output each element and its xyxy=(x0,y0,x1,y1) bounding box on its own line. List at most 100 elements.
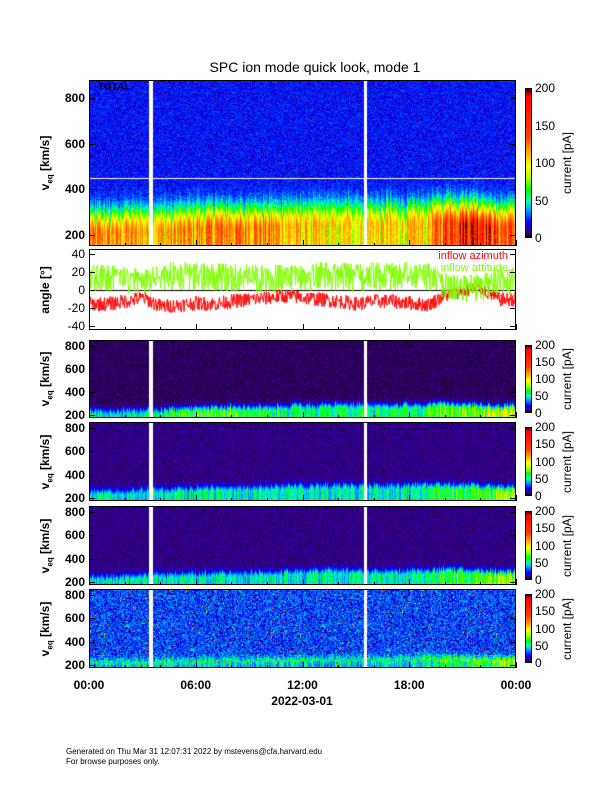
y-tick-label: 800 xyxy=(64,338,85,353)
panel-channel-2 xyxy=(89,422,516,501)
y-tick-label: 600 xyxy=(64,611,85,626)
x-tick-mark xyxy=(160,327,162,330)
y-tick-label: 600 xyxy=(64,136,85,151)
x-tick-mark xyxy=(480,327,482,330)
y-tick-mark xyxy=(510,98,516,100)
y-tick-mark xyxy=(510,665,516,667)
x-tick-mark xyxy=(373,582,375,585)
x-tick-mark xyxy=(338,582,340,585)
panel-channel-4 xyxy=(89,589,516,668)
x-tick-mark xyxy=(338,498,340,501)
panel-annotation: TOTAL xyxy=(98,82,131,93)
y-tick-mark xyxy=(510,307,516,309)
colorbar-tick-label: 100 xyxy=(535,156,556,170)
x-tick-mark xyxy=(231,415,233,418)
y-tick-label: 600 xyxy=(64,444,85,459)
x-tick-mark xyxy=(231,665,233,668)
colorbar xyxy=(525,511,532,580)
x-tick-mark xyxy=(89,579,90,585)
y-axis-label: veq [km/s] xyxy=(38,351,55,407)
spectrogram-image xyxy=(90,507,515,584)
x-tick-mark xyxy=(195,412,197,418)
x-tick-mark xyxy=(124,665,126,668)
angle-plot-canvas xyxy=(90,250,515,329)
y-tick-mark xyxy=(510,535,516,537)
y-tick-mark xyxy=(510,189,516,191)
y-tick-mark xyxy=(89,325,95,327)
y-tick-label: 200 xyxy=(64,227,85,242)
y-tick-mark xyxy=(89,498,95,500)
colorbar-tick-label: 0 xyxy=(535,231,542,245)
x-tick-mark xyxy=(409,412,411,418)
x-tick-mark xyxy=(480,665,482,668)
y-tick-mark xyxy=(89,392,95,393)
y-tick-mark xyxy=(510,234,516,236)
y-tick-mark xyxy=(89,289,95,291)
y-tick-mark xyxy=(510,253,516,255)
colorbar-tick-label: 150 xyxy=(535,521,556,536)
colorbar xyxy=(525,427,532,496)
x-tick-mark xyxy=(444,415,446,418)
colorbar-label: current [pA] xyxy=(560,597,574,660)
y-tick-label: 400 xyxy=(64,467,85,482)
y-tick-label: 200 xyxy=(64,491,85,506)
y-tick-mark xyxy=(89,451,95,453)
x-tick-label: 00:00 xyxy=(500,678,532,692)
x-tick-mark xyxy=(89,324,90,330)
x-tick-mark xyxy=(373,498,375,501)
legend-inflow-azimuth: inflow azimuth xyxy=(438,250,508,262)
y-axis-label: veq [km/s] xyxy=(38,601,55,656)
colorbar-tick-label: 50 xyxy=(535,638,549,653)
x-tick-mark xyxy=(409,240,411,246)
x-tick-mark xyxy=(373,327,375,330)
colorbar xyxy=(525,345,532,413)
y-tick-mark xyxy=(510,271,516,273)
y-tick-label: 400 xyxy=(64,634,85,649)
x-tick-mark xyxy=(373,665,375,668)
colorbar-tick-label: 150 xyxy=(535,604,556,619)
y-tick-label: 20 xyxy=(71,264,85,279)
x-tick-mark xyxy=(444,327,446,330)
x-tick-mark xyxy=(516,495,517,501)
x-tick-mark xyxy=(231,243,233,246)
x-tick-mark xyxy=(89,662,90,668)
y-tick-label: 600 xyxy=(64,528,85,543)
y-tick-label: 800 xyxy=(64,504,85,519)
spectrogram-image xyxy=(90,590,515,667)
x-tick-mark xyxy=(338,665,340,668)
x-tick-label: 00:00 xyxy=(73,678,105,692)
colorbar-label: current [pA] xyxy=(560,430,574,493)
y-tick-mark xyxy=(89,618,95,620)
chart-title: SPC ion mode quick look, mode 1 xyxy=(209,59,421,75)
x-tick-mark xyxy=(124,498,126,501)
colorbar-tick-label: 200 xyxy=(535,587,556,601)
y-tick-mark xyxy=(510,498,516,500)
spectrogram-image xyxy=(90,81,515,245)
x-tick-mark xyxy=(195,324,197,330)
colorbar-tick-label: 200 xyxy=(535,504,556,518)
y-tick-mark xyxy=(89,427,95,429)
y-tick-label: 800 xyxy=(64,91,85,106)
x-tick-mark xyxy=(160,243,162,246)
colorbar-tick-label: 50 xyxy=(535,193,549,208)
y-axis-label: veq [km/s] xyxy=(38,135,55,191)
y-tick-mark xyxy=(510,451,516,453)
colorbar-tick-label: 150 xyxy=(535,355,556,369)
y-tick-label: 600 xyxy=(64,361,85,376)
colorbar-tick-label: 0 xyxy=(535,489,542,503)
x-tick-mark xyxy=(338,243,340,246)
colorbar-tick-label: 100 xyxy=(535,454,556,469)
x-tick-mark xyxy=(516,324,517,330)
y-tick-mark xyxy=(89,511,95,513)
x-tick-mark xyxy=(266,243,268,246)
x-tick-mark xyxy=(231,582,233,585)
x-tick-mark xyxy=(231,327,233,330)
colorbar xyxy=(525,88,532,238)
y-tick-label: 200 xyxy=(64,658,85,673)
y-tick-label: 200 xyxy=(64,408,85,423)
y-tick-mark xyxy=(510,641,516,643)
y-tick-mark xyxy=(89,558,95,560)
footer-note: For browse purposes only. xyxy=(66,757,160,766)
x-tick-mark xyxy=(195,495,197,501)
x-tick-mark xyxy=(409,579,411,585)
